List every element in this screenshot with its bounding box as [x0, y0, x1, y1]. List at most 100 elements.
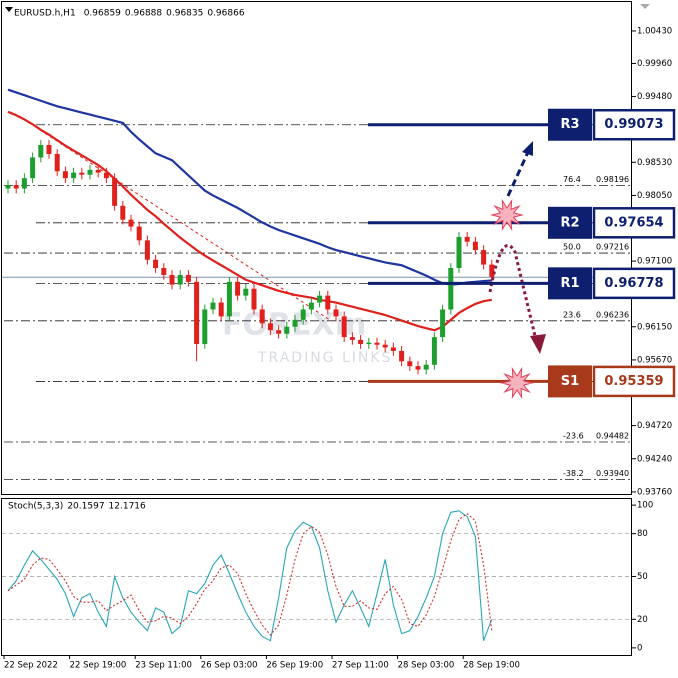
candle-body	[235, 281, 241, 296]
fib-level: 76.4	[563, 175, 581, 184]
candle-body	[194, 281, 200, 345]
y-tick-label: 0.98050	[637, 191, 672, 201]
candle-body	[440, 309, 446, 338]
level-name-box	[548, 108, 592, 141]
candle-body	[431, 337, 437, 365]
candle-body	[5, 185, 11, 189]
watermark: TRADING LINKS	[257, 350, 392, 366]
y-tick-label: 0.99480	[637, 92, 672, 102]
trend-line	[39, 129, 331, 321]
y-tick-label: 50	[637, 572, 648, 582]
candle-body	[300, 309, 306, 320]
arrow-head	[530, 334, 546, 354]
level-name-box	[548, 206, 592, 239]
decorations	[488, 141, 546, 354]
candle-body	[267, 323, 273, 331]
level-name: R2	[560, 215, 579, 230]
level-name: R3	[560, 117, 579, 132]
level-name-box	[548, 365, 592, 398]
candle-body	[79, 172, 85, 175]
level-value-box	[592, 108, 676, 141]
candle-body	[472, 241, 478, 251]
level-value: 0.97654	[604, 215, 663, 230]
candle-body	[202, 309, 208, 345]
header-value: 20.1597	[67, 502, 104, 512]
arrow-head	[522, 141, 533, 156]
candle-body	[276, 330, 282, 334]
x-tick-label: 28 Sep 03:00	[398, 661, 455, 671]
x-tick-label: 27 Sep 11:00	[332, 661, 389, 671]
candle-body	[177, 274, 183, 285]
candle-body	[448, 268, 454, 310]
x-tick-label: 26 Sep 19:00	[266, 661, 323, 671]
starburst	[500, 366, 534, 400]
fib-level: 23.6	[563, 310, 581, 319]
candle-body	[128, 219, 134, 227]
fib-level: 50.0	[563, 243, 581, 252]
x-tick-label: 23 Sep 11:00	[135, 661, 192, 671]
stoch-line	[7, 513, 493, 636]
candle-body	[317, 295, 323, 303]
header-value: 12.1716	[109, 502, 146, 512]
y-tick-label: 0.98530	[637, 158, 672, 168]
candle-body	[62, 171, 68, 179]
candle-body	[30, 157, 36, 179]
candle-body	[103, 172, 109, 179]
moving-average	[7, 88, 492, 286]
candle-body	[407, 361, 413, 367]
y-tick-label: 100	[637, 501, 653, 511]
y-tick-label: 1.00430	[637, 26, 672, 36]
starburst	[490, 198, 524, 232]
y-tick-label: 0	[637, 643, 642, 653]
x-tick-label: 28 Sep 19:00	[463, 661, 520, 671]
candle-body	[71, 172, 77, 179]
y-tick-label: 80	[637, 529, 648, 539]
y-tick-label: 0.94240	[637, 454, 672, 464]
candle-body	[251, 288, 257, 310]
candle-body	[226, 281, 232, 317]
y-tick-label: 0.93760	[637, 487, 672, 497]
candle-body	[399, 350, 405, 362]
fib-price: 0.93940	[596, 469, 629, 478]
candle-body	[120, 205, 126, 220]
moving-average	[7, 110, 492, 332]
candle-body	[374, 342, 380, 345]
candle-body	[46, 144, 52, 154]
stoch-panel-frame	[1, 498, 632, 656]
header-value: 0.96866	[207, 9, 244, 19]
level-value-box	[592, 267, 676, 300]
candle-body	[349, 337, 355, 340]
candle-body	[489, 264, 495, 277]
candle-body	[415, 366, 421, 370]
candle-body	[95, 169, 101, 173]
candle-body	[218, 302, 224, 317]
y-tick-label: 0.97100	[637, 257, 672, 267]
candle-body	[38, 144, 44, 158]
candle-body	[481, 250, 487, 265]
menu-triangle	[5, 7, 13, 12]
level-name-box	[548, 267, 592, 300]
stoch-line	[7, 510, 493, 642]
candle-body	[341, 316, 347, 338]
fib-price: 0.97216	[596, 243, 629, 252]
level-value: 0.99073	[604, 117, 663, 132]
candle-body	[259, 309, 265, 324]
chart-title: EURUSD.h,H1	[14, 9, 76, 19]
header-value: 0.96888	[125, 9, 162, 19]
fib-level: -23.6	[563, 432, 584, 441]
candle-body	[87, 169, 93, 175]
candle-body	[144, 240, 150, 260]
fib-level: -38.2	[563, 469, 584, 478]
header-value: 0.96859	[84, 9, 121, 19]
candle-body	[243, 288, 249, 296]
y-tick-label: 20	[637, 615, 648, 625]
level-name: S1	[561, 374, 579, 389]
candle-body	[153, 259, 159, 269]
x-tick-label: 22 Sep 19:00	[70, 661, 127, 671]
candle-body	[333, 309, 339, 317]
candle-body	[358, 339, 364, 345]
candle-body	[456, 236, 462, 269]
header-value: 0.96835	[166, 9, 203, 19]
candle-body	[210, 302, 216, 310]
